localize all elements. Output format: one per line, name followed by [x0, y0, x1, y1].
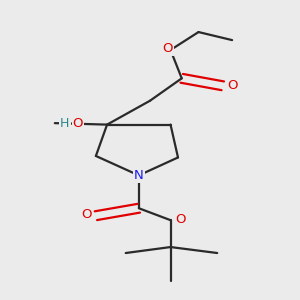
Text: N: N [134, 169, 144, 182]
Text: O: O [162, 42, 173, 55]
Text: O: O [73, 117, 83, 130]
Text: O: O [81, 208, 92, 221]
Text: H: H [60, 117, 70, 130]
Text: O: O [176, 213, 186, 226]
Text: O: O [227, 79, 237, 92]
